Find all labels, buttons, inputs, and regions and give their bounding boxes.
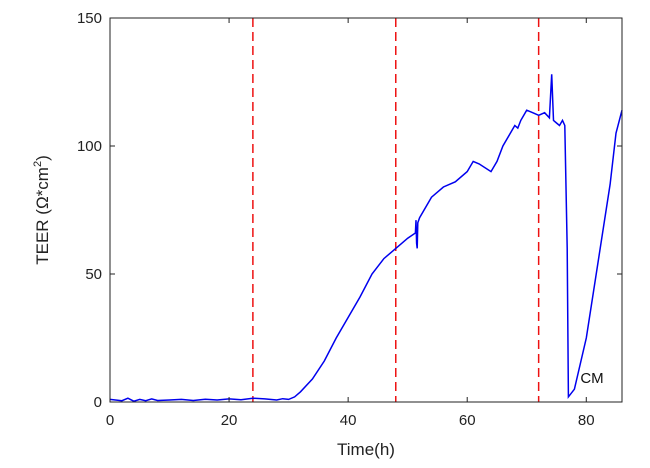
y-axis-label: TEER (Ω*cm2) — [32, 155, 52, 265]
axis-ticks: 0 20 40 60 80 0 50 100 150 — [77, 10, 622, 429]
y-axis-label-main: TEER (Ω*cm — [33, 167, 52, 265]
x-axis-label: Time(h) — [337, 440, 395, 459]
plot-area-frame — [109, 17, 623, 403]
annotation-cm: CM — [580, 370, 603, 387]
y-tick-label: 150 — [77, 10, 102, 27]
x-tick-label: 80 — [578, 412, 595, 429]
y-axis-label-close: ) — [33, 155, 52, 161]
y-tick-label: 0 — [94, 394, 102, 411]
x-tick-label: 20 — [221, 412, 238, 429]
y-tick-label: 100 — [77, 138, 102, 155]
x-tick-label: 0 — [106, 412, 114, 429]
x-tick-label: 60 — [459, 412, 476, 429]
y-axis-label-superscript: 2 — [32, 161, 44, 167]
x-tick-label: 40 — [340, 412, 357, 429]
vertical-dashed-lines — [252, 18, 540, 402]
y-tick-label: 50 — [85, 266, 102, 283]
teer-series-line — [109, 74, 623, 403]
